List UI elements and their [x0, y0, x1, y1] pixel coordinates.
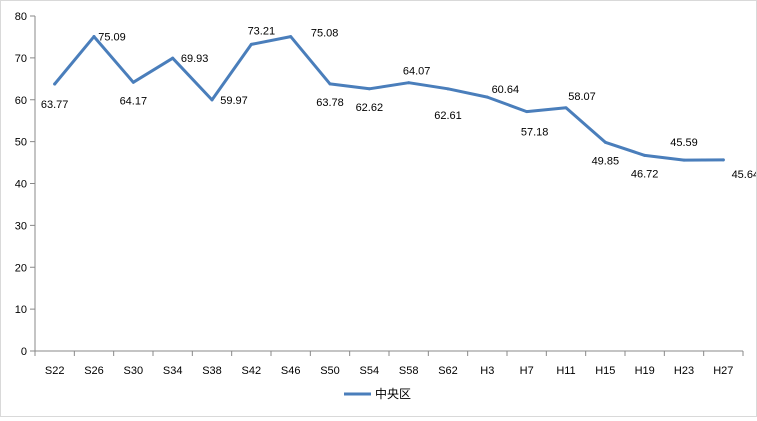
y-tick-label: 0 — [21, 346, 27, 358]
y-tick-label: 80 — [15, 11, 27, 23]
data-label: 45.59 — [670, 137, 698, 149]
x-tick-label: H23 — [674, 365, 694, 377]
data-point — [289, 35, 293, 39]
data-label: 62.61 — [434, 110, 462, 122]
data-point — [367, 87, 371, 91]
series-layer — [53, 35, 725, 162]
x-tick-label: H27 — [713, 365, 733, 377]
x-tick-label: S58 — [399, 365, 419, 377]
x-tick-label: S22 — [45, 365, 65, 377]
x-tick-label: S54 — [360, 365, 380, 377]
data-point — [643, 153, 647, 157]
data-label: 49.85 — [592, 155, 620, 167]
data-label: 58.07 — [568, 91, 596, 103]
data-point — [53, 82, 57, 86]
data-label: 62.62 — [356, 102, 384, 114]
y-axis-ticks: 0 10 20 30 40 50 60 70 80 — [15, 11, 35, 358]
data-label: 46.72 — [631, 168, 659, 180]
data-label: 57.18 — [521, 127, 549, 139]
data-point — [721, 158, 725, 162]
series-line-chuoku — [53, 35, 725, 162]
data-label: 45.64 — [732, 169, 756, 181]
y-tick-label: 10 — [15, 304, 27, 316]
x-tick-label: S46 — [281, 365, 301, 377]
data-point — [407, 81, 411, 85]
data-labels: 63.77 75.09 64.17 69.93 59.97 73.21 75.08 63.78… — [41, 25, 757, 181]
data-point — [249, 42, 253, 46]
legend: 中央区 — [344, 386, 411, 401]
x-tick-label: H11 — [556, 365, 575, 377]
data-label: 59.97 — [220, 95, 248, 107]
data-label: 75.08 — [311, 28, 339, 40]
data-label: 69.93 — [181, 53, 209, 65]
data-point — [131, 80, 135, 84]
data-label: 60.64 — [492, 84, 520, 96]
x-tick-label: S50 — [320, 365, 340, 377]
data-point — [682, 158, 686, 162]
x-tick-label: H3 — [480, 365, 494, 377]
data-label: 63.77 — [41, 99, 69, 111]
y-tick-label: 20 — [15, 262, 27, 274]
x-tick-label: S38 — [202, 365, 222, 377]
axes — [34, 16, 743, 352]
data-point — [525, 110, 529, 114]
x-tick-label: H15 — [595, 365, 615, 377]
y-tick-label: 70 — [15, 53, 27, 65]
data-label: 64.07 — [403, 66, 431, 78]
data-point — [564, 106, 568, 110]
data-label: 64.17 — [120, 95, 148, 107]
y-tick-label: 50 — [15, 137, 27, 149]
data-point — [603, 140, 607, 144]
y-tick-label: 30 — [15, 220, 27, 232]
data-point — [485, 95, 489, 99]
data-label: 75.09 — [98, 32, 126, 44]
x-tick-label: S26 — [84, 365, 104, 377]
data-point — [92, 35, 96, 39]
x-tick-label: S42 — [242, 365, 262, 377]
data-label: 63.78 — [316, 97, 344, 109]
data-point — [446, 87, 450, 91]
x-tick-label: S30 — [124, 365, 144, 377]
x-tick-label: H7 — [520, 365, 534, 377]
data-label: 73.21 — [248, 25, 276, 37]
data-point — [328, 82, 332, 86]
x-tick-label: H19 — [635, 365, 655, 377]
y-tick-label: 60 — [15, 95, 27, 107]
x-tick-label: S34 — [163, 365, 183, 377]
legend-label: 中央区 — [375, 386, 411, 401]
data-point — [171, 56, 175, 60]
x-axis-ticks: S22 S26 S30 S34 S38 S42 S46 S50 S54 S58 S62 H3 H7 H11… — [34, 351, 744, 377]
x-tick-label: S62 — [438, 365, 458, 377]
y-tick-label: 40 — [15, 179, 27, 191]
data-point — [210, 98, 214, 102]
